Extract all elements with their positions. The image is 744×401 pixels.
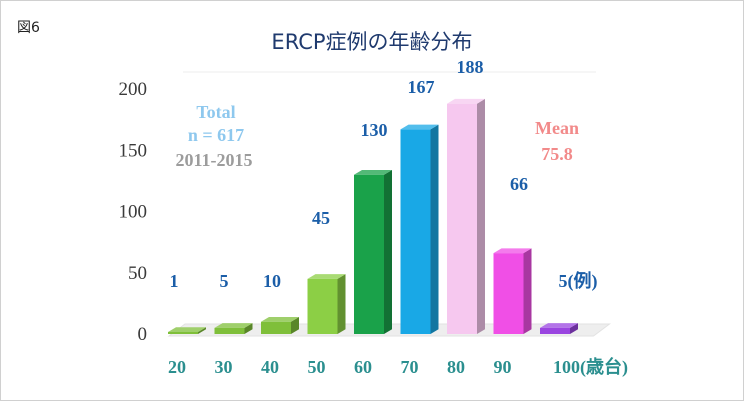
bar-side [570, 323, 578, 334]
data-label: 188 [457, 57, 484, 77]
bar-top [307, 274, 346, 279]
y-axis-ticks: 0 50 100 150 200 [119, 79, 148, 345]
y-tick-label: 100 [119, 202, 148, 223]
bar-front [447, 103, 477, 334]
bar-side [291, 316, 299, 334]
x-tick-label: 70 [401, 357, 419, 377]
x-tick-label: 60 [354, 357, 372, 377]
x-tick-label: 50 [308, 357, 326, 377]
total-value: n = 617 [188, 125, 244, 145]
bar-top [447, 98, 485, 104]
bar-front [540, 327, 570, 334]
bars [168, 98, 578, 335]
y-tick-label: 150 [119, 140, 148, 161]
bar [493, 248, 532, 334]
data-label: 66 [510, 174, 528, 194]
bar [261, 316, 299, 334]
y-tick-label: 0 [138, 324, 148, 345]
bar [168, 327, 206, 334]
bar-front [493, 253, 524, 334]
bar [214, 323, 253, 334]
x-tick-label: 80 [447, 357, 465, 377]
period-label: 2011-2015 [175, 150, 252, 170]
bar [307, 274, 346, 334]
bar-front [307, 278, 338, 334]
bar-top [540, 323, 578, 328]
bar-front [214, 327, 245, 334]
data-label: 10 [263, 271, 281, 291]
y-tick-label: 50 [128, 263, 147, 284]
bar [354, 169, 392, 334]
x-tick-label: 20 [168, 357, 186, 377]
bar-side [523, 248, 532, 334]
bar-top [493, 248, 532, 254]
mean-label: Mean [535, 118, 579, 138]
x-tick-label: 30 [215, 357, 233, 377]
bar-front [400, 129, 431, 334]
bar [540, 323, 578, 334]
data-label: 45 [312, 208, 330, 228]
bar-top [168, 327, 206, 332]
y-tick-label: 200 [119, 79, 148, 100]
bar-front [261, 321, 291, 334]
bar-side [337, 274, 346, 334]
bar [400, 124, 439, 334]
data-labels: 1 5 10 45 130 167 188 66 5(例) [170, 57, 598, 292]
bar-side [198, 327, 206, 334]
data-label: 5 [220, 271, 229, 291]
figure-label: 図6 [17, 20, 40, 36]
bar-top [354, 169, 392, 175]
chart-title: ERCP症例の年齢分布 [271, 30, 473, 54]
data-label: 5(例) [559, 270, 598, 292]
x-tick-label: 40 [261, 357, 279, 377]
total-label: Total [196, 102, 235, 122]
bar-front [354, 174, 384, 334]
bar [447, 98, 485, 335]
bar-side [477, 98, 485, 335]
data-label: 130 [361, 120, 388, 140]
bar-top [400, 124, 439, 130]
bar-side [244, 323, 253, 334]
x-tick-label: 90 [494, 357, 512, 377]
x-tick-label: 100(歳台) [553, 356, 628, 378]
bar-side [384, 169, 392, 334]
data-label: 1 [170, 271, 179, 291]
bar-side [430, 124, 439, 334]
bar-top [261, 316, 299, 322]
bar-front [168, 332, 198, 334]
mean-value: 75.8 [541, 144, 573, 164]
x-axis-ticks: 20 30 40 50 60 70 80 90 100(歳台) [168, 356, 628, 378]
bar-top [214, 323, 253, 328]
data-label: 167 [408, 77, 435, 97]
